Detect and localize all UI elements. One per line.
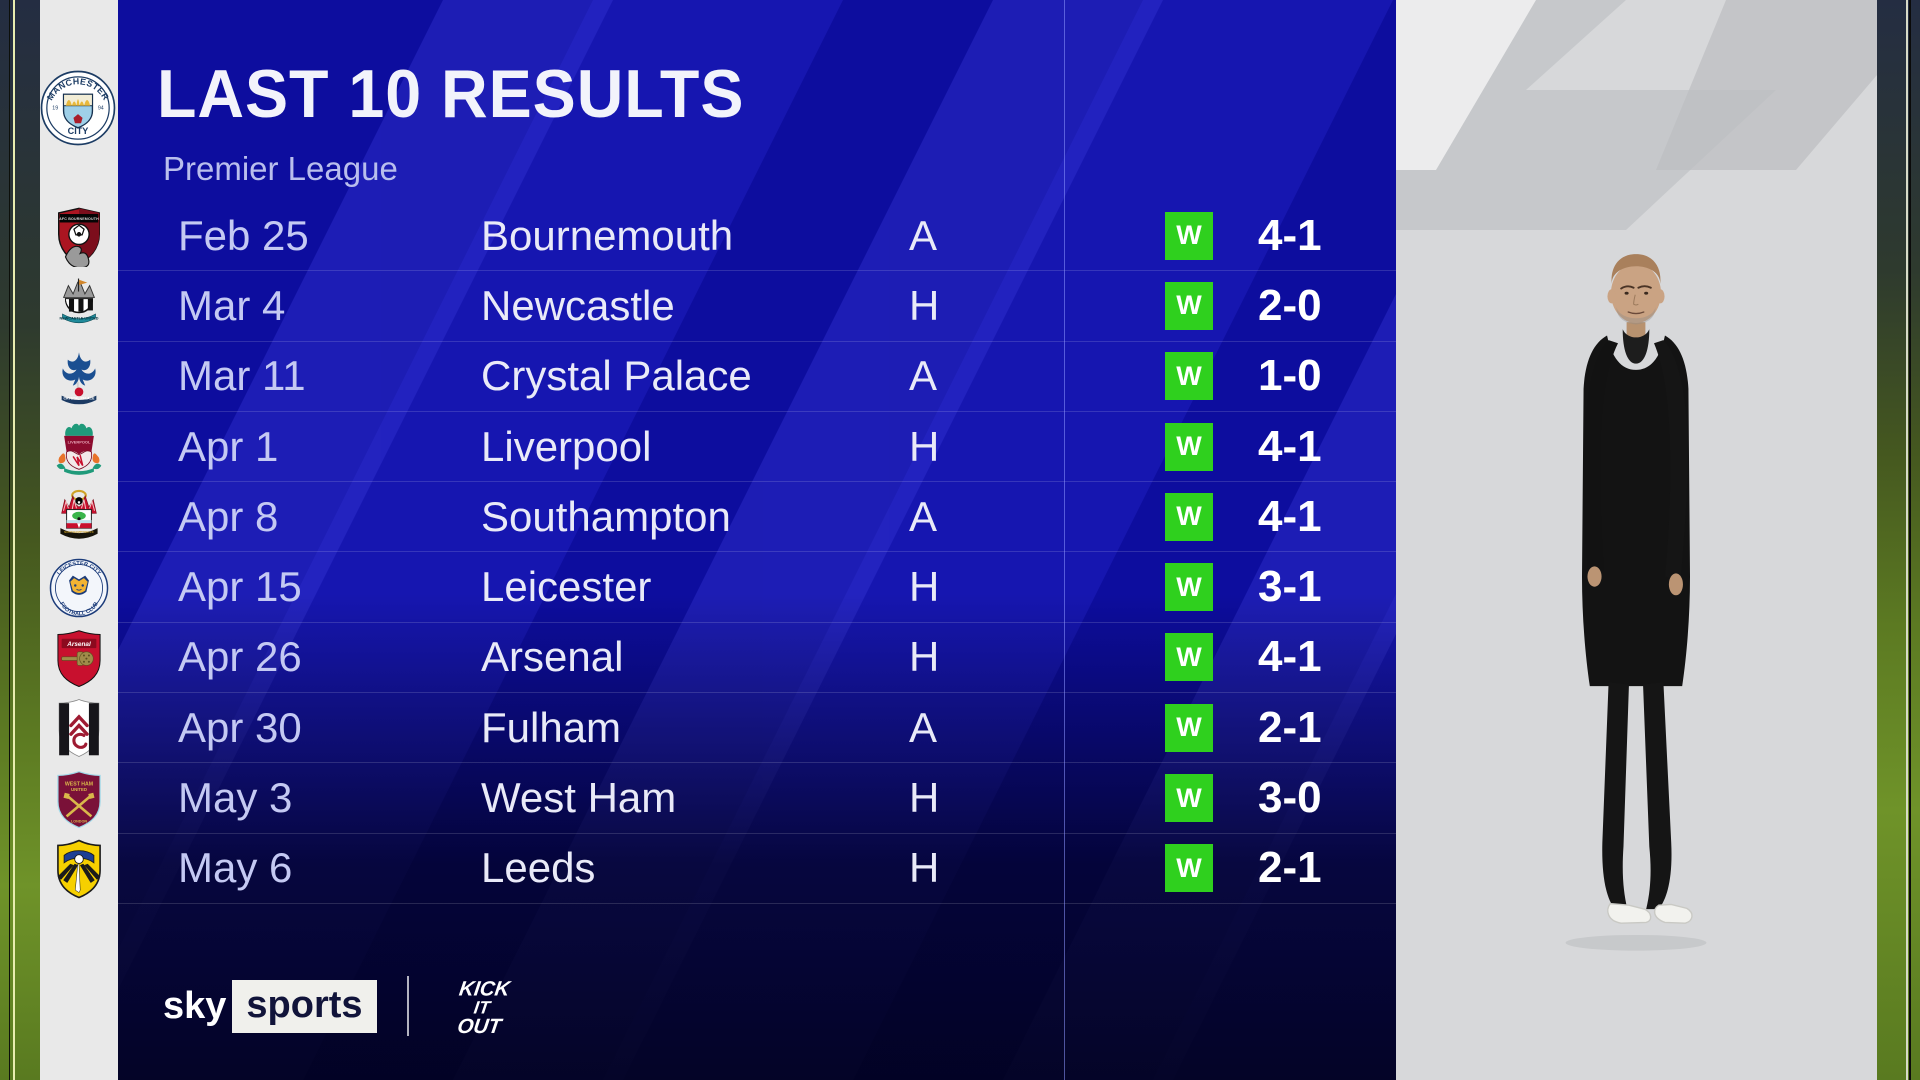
svg-text:CRYSTAL PALACE: CRYSTAL PALACE (64, 396, 96, 400)
svg-text:OUT: OUT (455, 1015, 504, 1037)
svg-text:NEWCASTLE UNITED: NEWCASTLE UNITED (60, 317, 99, 321)
svg-text:SOUTHAMPTON FC: SOUTHAMPTON FC (64, 530, 94, 534)
svg-text:19: 19 (52, 106, 58, 112)
svg-text:LONDON: LONDON (71, 819, 87, 823)
svg-text:LIVERPOOL: LIVERPOOL (68, 439, 91, 444)
svg-text:UNITED: UNITED (71, 786, 87, 791)
svg-text:Arsenal: Arsenal (66, 641, 91, 648)
svg-text:94: 94 (98, 106, 104, 112)
svg-text:AFC BOURNEMOUTH: AFC BOURNEMOUTH (59, 217, 99, 221)
